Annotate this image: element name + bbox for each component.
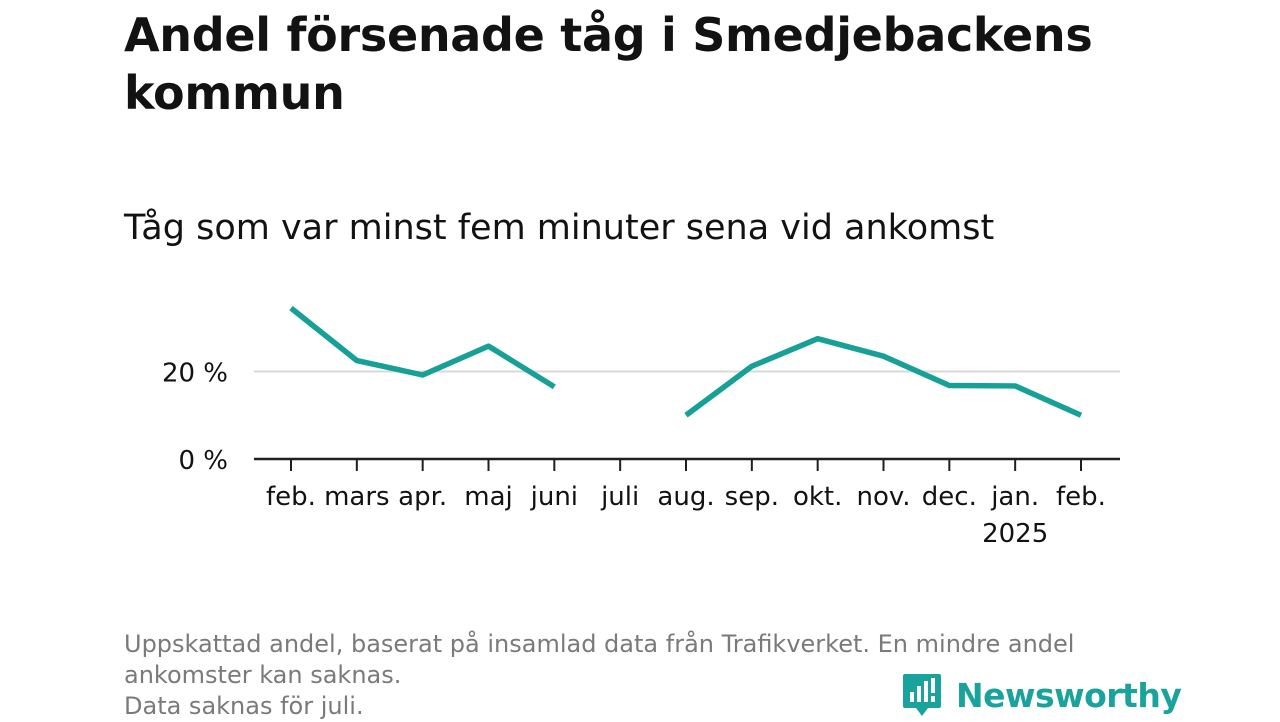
x-tick-label: feb. [1056,482,1106,512]
x-axis [254,459,1120,471]
x-tick-label: apr. [398,482,447,512]
x-tick-label: mars [324,482,390,512]
data-series [291,308,1081,415]
x-tick-label: aug. [657,482,714,512]
newsworthy-logo: Newsworthy [902,670,1181,720]
x-tick-label: nov. [856,482,910,512]
x-tick-label: sep. [725,482,779,512]
x-tick-sublabel: 2025 [982,519,1048,549]
x-tick-label: juni [530,482,578,512]
x-tick-label: feb. [266,482,316,512]
y-tick-label: 20 % [162,359,228,389]
logo-text: Newsworthy [956,676,1181,715]
x-tick-label: jan. [990,482,1039,512]
x-tick-label: dec. [922,482,977,512]
y-tick-label: 0 % [178,446,228,476]
x-tick-label: okt. [793,482,842,512]
bar-chart-speech-bubble-icon [902,672,942,718]
footnote-line: Uppskattad andel, baserat på insamlad da… [124,629,1184,660]
x-tick-label: juli [600,482,639,512]
y-axis-ticks: 0 % 20 % [162,359,228,477]
series-line [686,339,1081,416]
x-tick-label: maj [464,482,512,512]
